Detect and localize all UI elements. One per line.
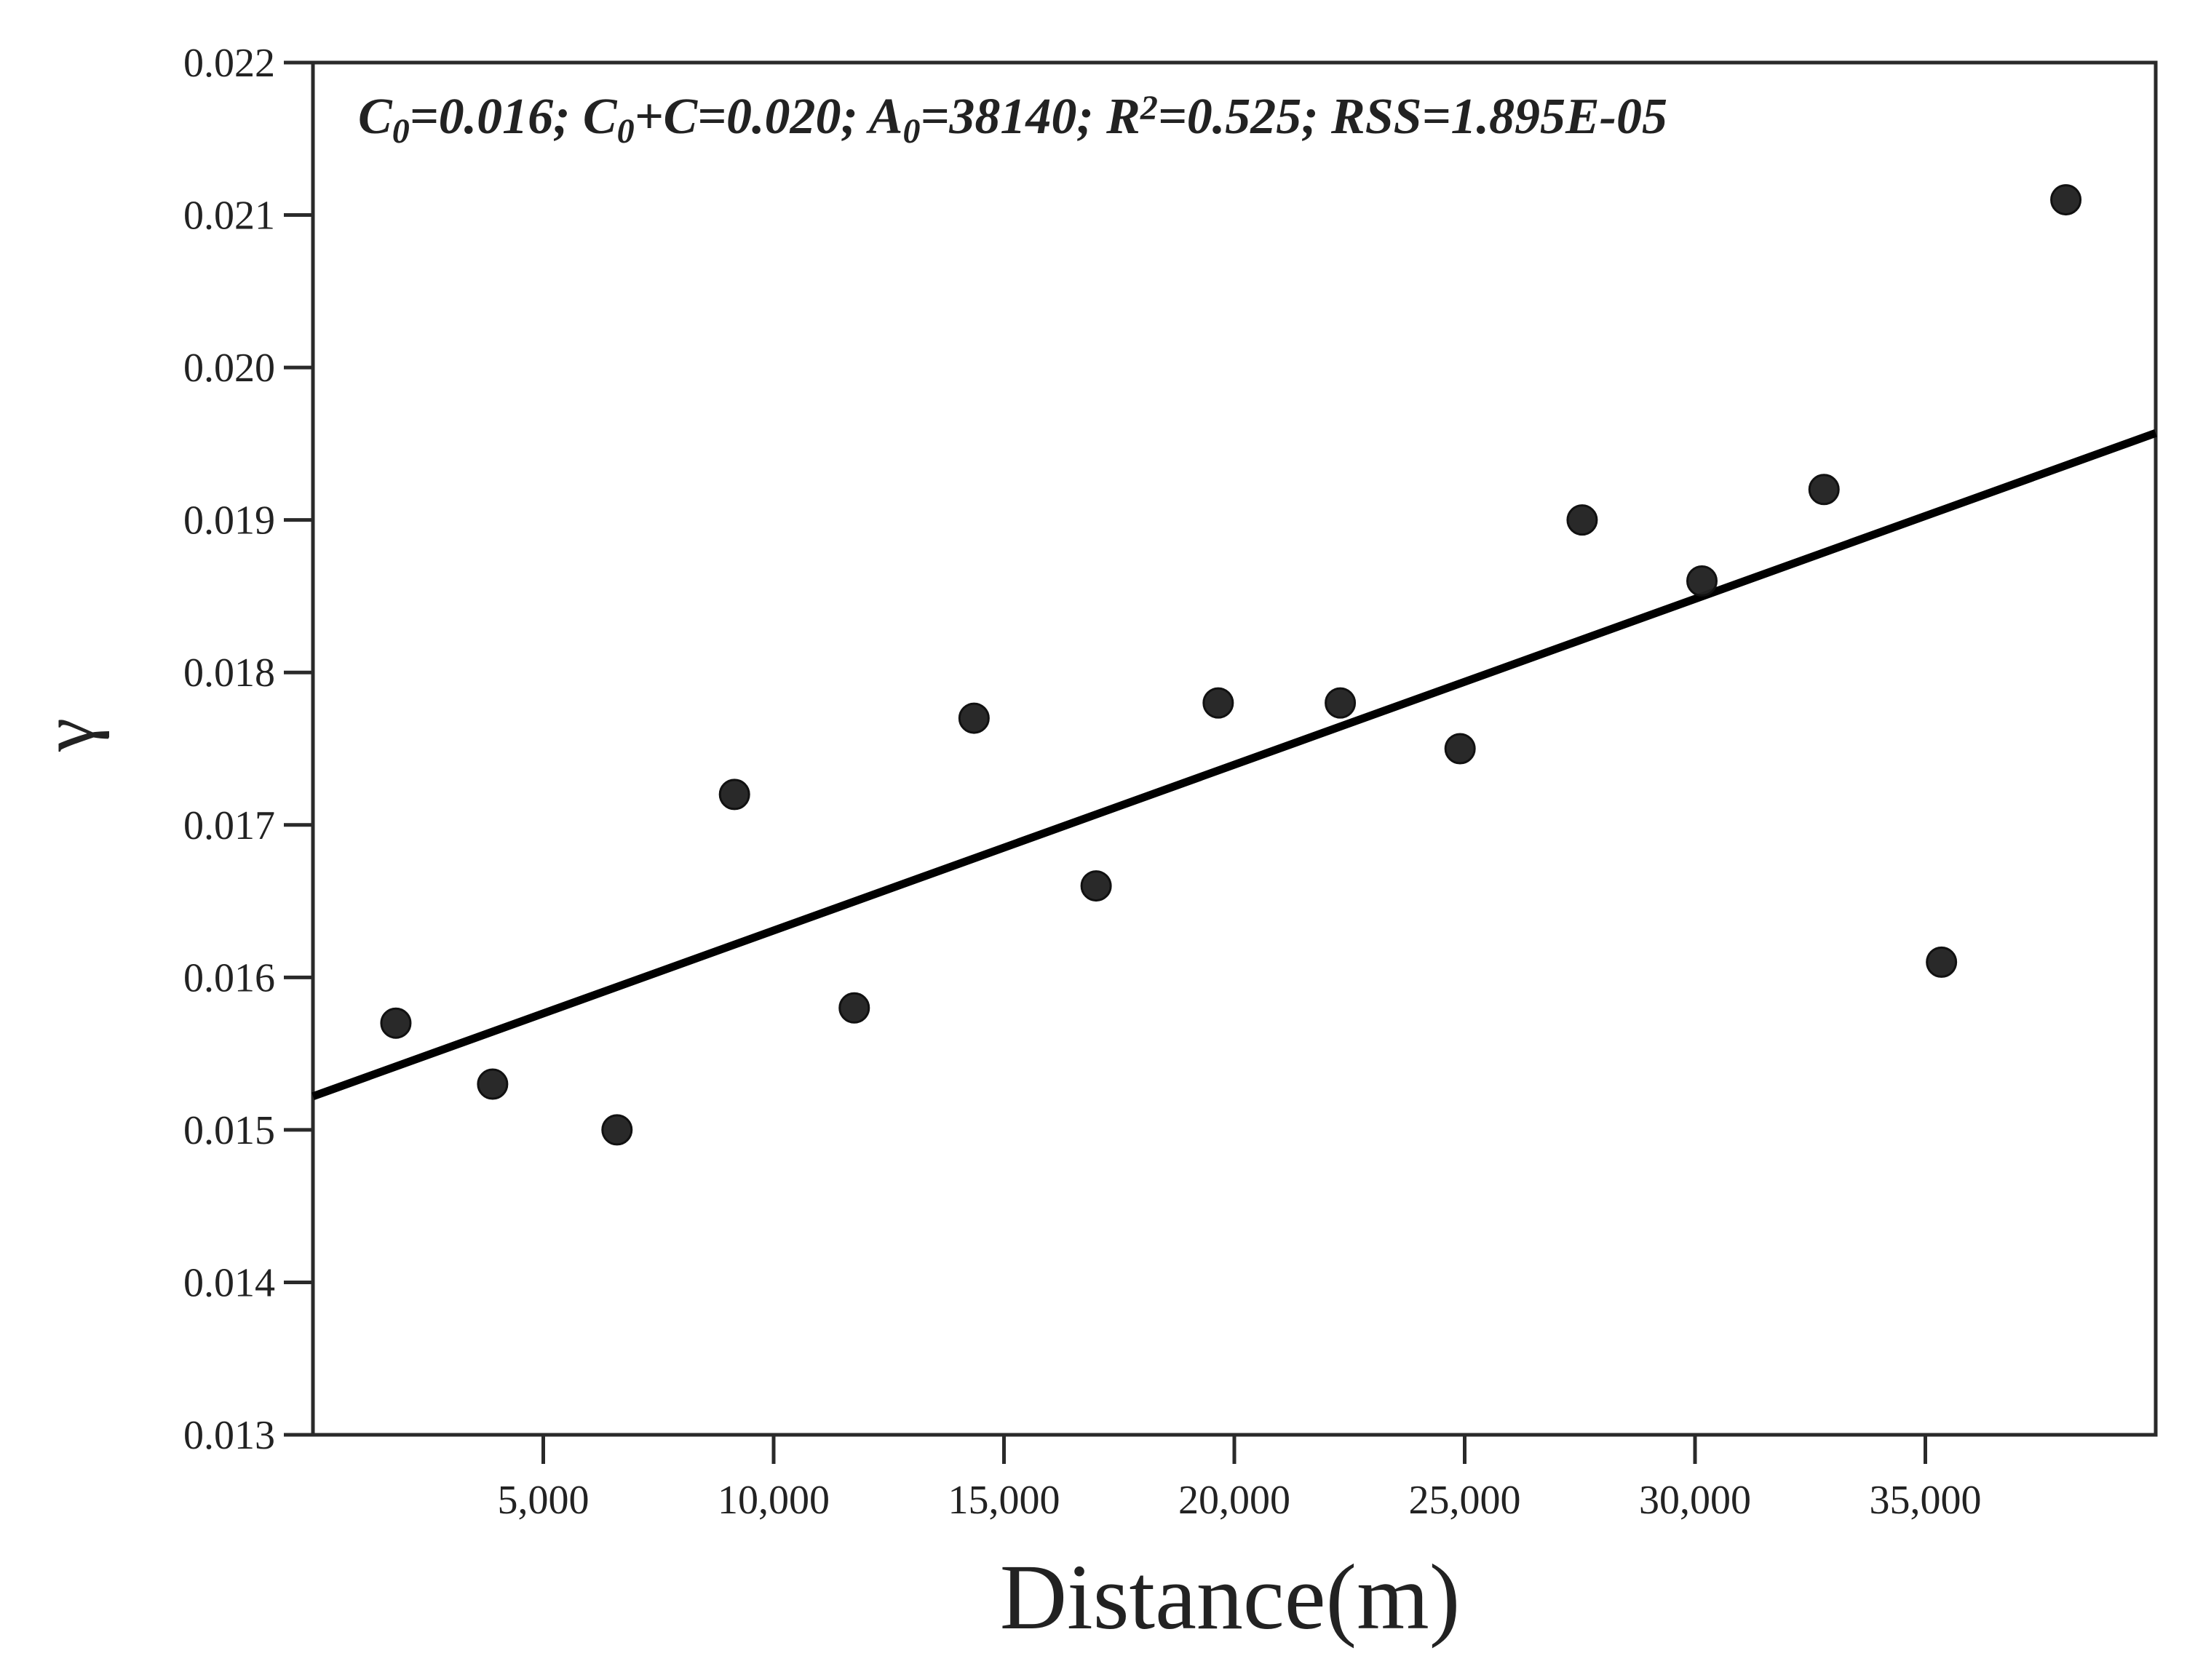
fit-statistics-annotation: C0=0.016; C0+C=0.020; A0=38140; R2=0.525…: [358, 89, 1667, 151]
annotation-part: 2: [1140, 89, 1158, 127]
y-axis: 0.013 0.014 0.015 0.016 0.017 0.018 0.019 0.020…: [183, 41, 313, 1458]
y-tick-label: 0.014: [183, 1260, 275, 1305]
x-tick-label: 15,000: [948, 1478, 1060, 1523]
annotation-part: =0.016; C: [410, 89, 618, 145]
annotation-part: 0: [902, 112, 920, 151]
data-point: [958, 702, 990, 734]
x-tick-label: 30,000: [1639, 1478, 1751, 1523]
data-point: [838, 992, 870, 1024]
data-point: [1686, 565, 1718, 597]
data-point: [601, 1114, 633, 1146]
annotation-part: 0: [392, 112, 410, 151]
x-axis-title: Distance(m): [1000, 1545, 1461, 1649]
y-tick-label: 0.016: [183, 955, 275, 1000]
data-point: [477, 1068, 509, 1100]
data-point: [1444, 733, 1476, 765]
y-tick-label: 0.022: [183, 41, 275, 86]
y-tick-label: 0.015: [183, 1108, 275, 1153]
y-tick-label: 0.021: [183, 194, 275, 239]
plot-frame: [311, 60, 2158, 1437]
y-tick-label: 0.019: [183, 498, 275, 544]
y-tick-label: 0.017: [183, 803, 275, 848]
data-point: [1080, 870, 1112, 902]
plot-area: [311, 60, 2158, 1437]
x-axis: 5,000 10,000 15,000 20,000 25,000 30,000 35,00…: [498, 1435, 1982, 1523]
annotation-part: =0.525; RSS=1.895E-05: [1158, 89, 1667, 145]
x-tick-label: 10,000: [718, 1478, 830, 1523]
y-tick-label: 0.018: [183, 650, 275, 696]
data-point: [1808, 474, 1840, 506]
y-tick-label: 0.013: [183, 1413, 275, 1458]
annotation-part: 0: [617, 112, 635, 151]
data-point: [1566, 504, 1598, 536]
series-layer: [311, 184, 2157, 1146]
x-tick-label: 25,000: [1409, 1478, 1521, 1523]
y-axis-title: γ: [26, 718, 110, 752]
annotation-part: +C=0.020; A: [635, 89, 903, 145]
data-point: [1926, 946, 1958, 978]
annotation-part: C: [358, 89, 393, 145]
annotation-part: =38140; R: [920, 89, 1140, 145]
x-tick-label: 35,000: [1870, 1478, 1982, 1523]
data-point: [1325, 687, 1357, 719]
x-tick-label: 20,000: [1178, 1478, 1290, 1523]
data-point: [1202, 687, 1234, 719]
data-point: [380, 1007, 412, 1039]
y-tick-label: 0.020: [183, 346, 275, 391]
data-point: [2050, 184, 2082, 216]
data-point: [718, 779, 750, 811]
fitted-model-line: [311, 429, 2157, 1100]
x-tick-label: 5,000: [498, 1478, 590, 1523]
